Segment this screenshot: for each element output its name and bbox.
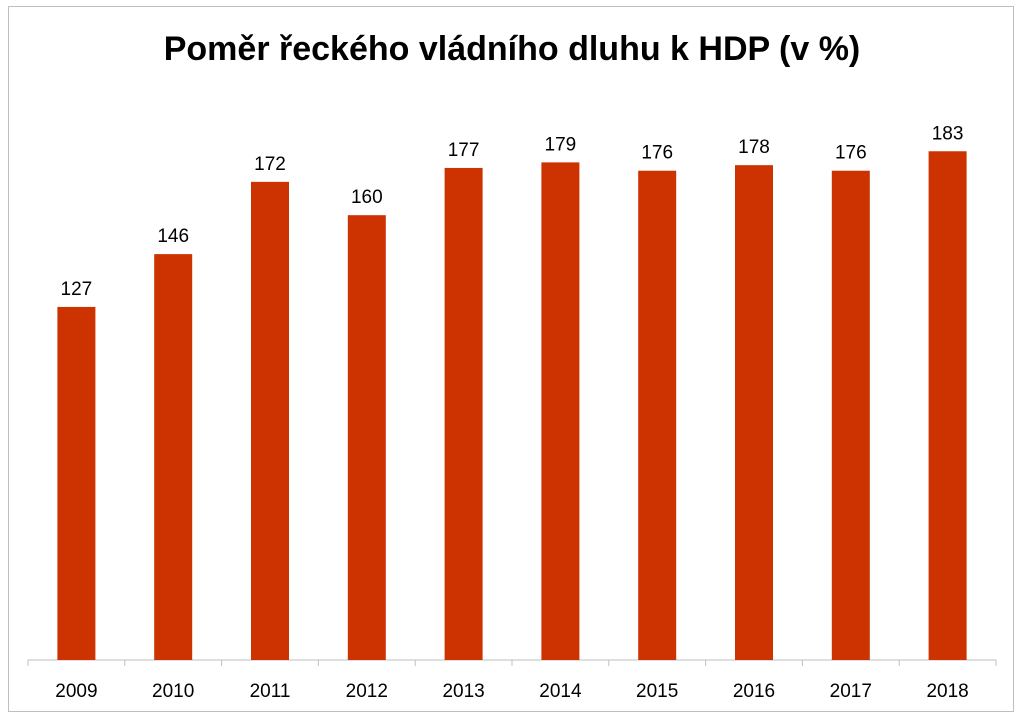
- data-label-2011: 172: [254, 154, 286, 175]
- data-label-2018: 183: [932, 123, 964, 144]
- x-tick-label-2012: 2012: [346, 681, 388, 702]
- data-label-2016: 178: [738, 137, 770, 158]
- data-label-2013: 177: [448, 140, 480, 161]
- x-tick-label-2017: 2017: [830, 681, 872, 702]
- bar-2011: [251, 181, 289, 660]
- x-tick-label-2009: 2009: [55, 681, 97, 702]
- bar-2012: [347, 215, 386, 660]
- x-tick-label-2015: 2015: [636, 681, 678, 702]
- bar-2010: [154, 254, 193, 660]
- data-label-2010: 146: [157, 226, 189, 247]
- x-tick-label-2013: 2013: [442, 681, 484, 702]
- data-label-2009: 127: [61, 279, 93, 300]
- x-tick-label-2018: 2018: [926, 681, 968, 702]
- x-tick-label-2010: 2010: [152, 681, 194, 702]
- bar-2015: [638, 170, 677, 660]
- data-label-2017: 176: [835, 143, 867, 164]
- x-tick-label-2014: 2014: [539, 681, 582, 702]
- bar-2009: [57, 306, 96, 660]
- data-label-2015: 176: [641, 143, 673, 164]
- bar-2014: [541, 162, 580, 660]
- bar-2018: [928, 151, 967, 660]
- bar-2017: [831, 170, 870, 660]
- bar-2013: [444, 167, 483, 660]
- chart-title: Poměr řeckého vládního dluhu k HDP (v %): [163, 30, 861, 68]
- x-tick-label-2016: 2016: [733, 681, 775, 702]
- bar-2016: [735, 165, 773, 660]
- data-label-2012: 160: [351, 187, 383, 208]
- data-label-2014: 179: [545, 134, 577, 155]
- x-tick-label-2011: 2011: [250, 681, 291, 702]
